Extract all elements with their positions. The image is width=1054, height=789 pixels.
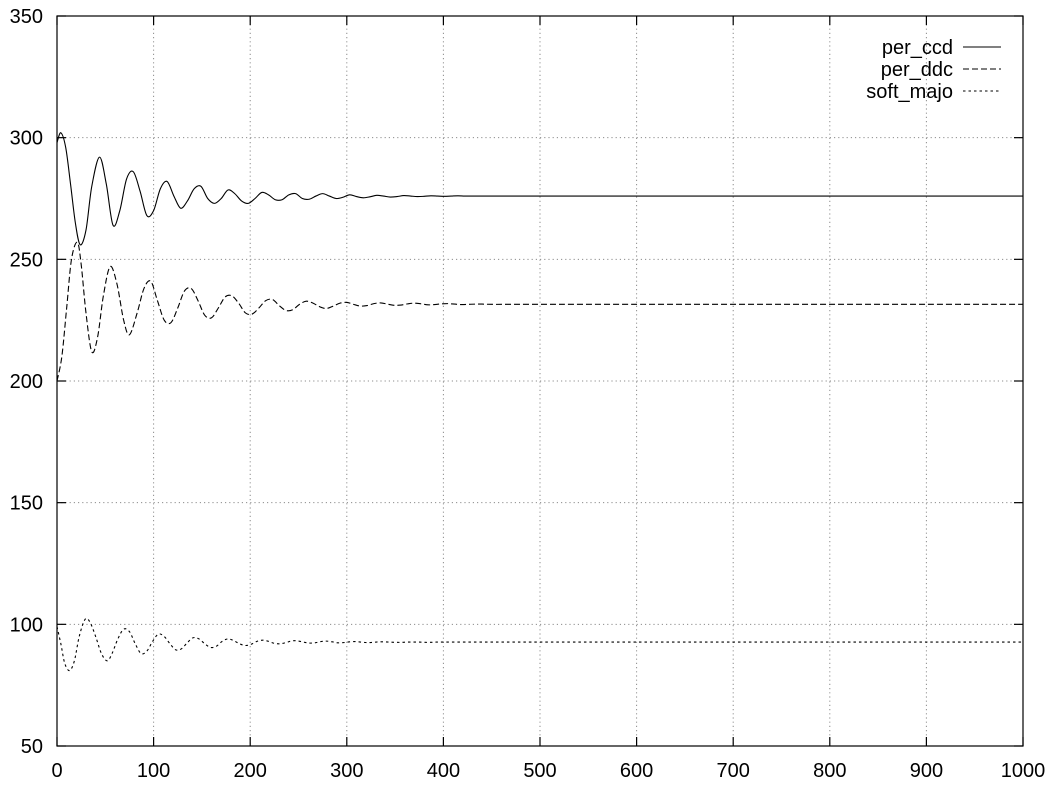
x-tick-label: 600	[620, 760, 653, 782]
x-tick-label: 300	[330, 760, 363, 782]
x-tick-label: 800	[813, 760, 846, 782]
x-tick-label: 700	[717, 760, 750, 782]
legend-label-soft-majo: soft_majo	[866, 81, 953, 103]
y-tick-label: 100	[10, 614, 43, 636]
x-tick-label: 100	[137, 760, 170, 782]
y-tick-label: 150	[10, 493, 43, 515]
y-tick-label: 50	[21, 736, 43, 758]
grid	[57, 16, 1023, 746]
legend-label-per-ddc: per_ddc	[881, 59, 953, 81]
y-tick-label: 350	[10, 6, 43, 28]
tick-labels: 0 100 200 300 400 500 600 700 800 900 1000 50 100 150…	[10, 6, 1046, 782]
x-tick-label: 0	[51, 760, 62, 782]
legend-label-per-ccd: per_ccd	[882, 37, 953, 59]
x-tick-label: 500	[523, 760, 556, 782]
axis-ticks	[56, 15, 1024, 747]
x-tick-label: 400	[427, 760, 460, 782]
x-tick-label: 200	[234, 760, 267, 782]
x-tick-label: 900	[910, 760, 943, 782]
x-tick-label: 1000	[1001, 760, 1046, 782]
y-tick-label: 300	[10, 128, 43, 150]
series-line-per-ccd	[56, 132, 1023, 246]
series-lines	[56, 132, 1023, 672]
series-line-soft-majo	[56, 617, 1023, 672]
y-tick-label: 200	[10, 371, 43, 393]
y-tick-label: 250	[10, 249, 43, 271]
series-line-per-ddc	[56, 241, 1023, 382]
